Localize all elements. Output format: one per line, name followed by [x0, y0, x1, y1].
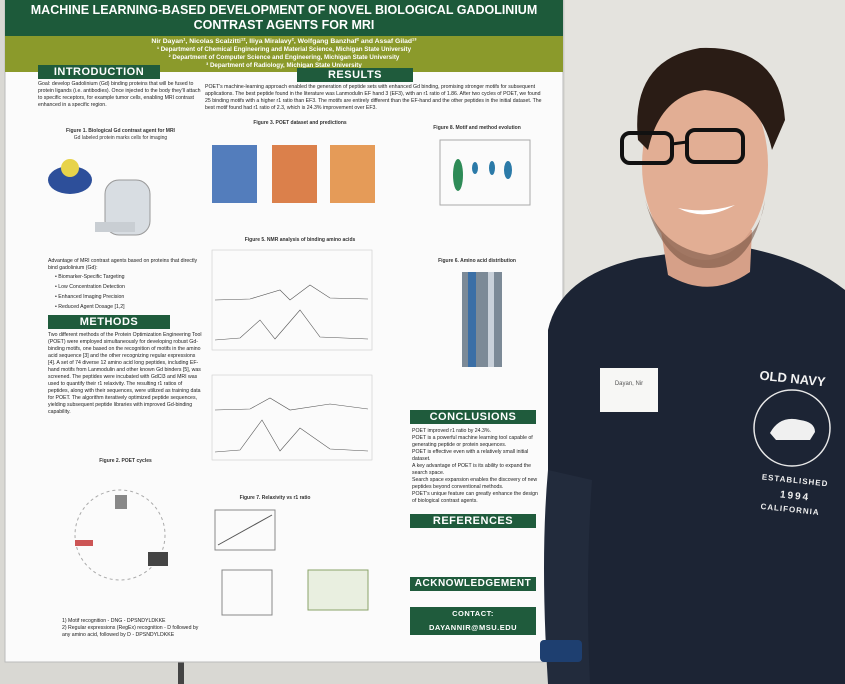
list-item: A key advantage of POET is its ability t… — [412, 463, 531, 477]
nmr-trace — [214, 284, 369, 301]
section-heading: RESULTS — [297, 68, 413, 82]
logo-ring — [753, 389, 831, 467]
heatmap-column — [468, 272, 476, 367]
section-heading: REFERENCES — [410, 514, 536, 528]
watch — [540, 640, 582, 662]
authors: Nir Dayan¹, Nicolas Scalzitti¹², Iliya M… — [151, 38, 417, 45]
person — [540, 47, 845, 684]
nmr-trace — [214, 309, 369, 341]
list-item: 1) Motif recognition - DNG - DPSNDYLDKKE — [62, 618, 166, 624]
results-text: POET's machine-learning approach enabled… — [205, 84, 542, 112]
table — [307, 569, 369, 611]
intro-text: Goal: develop Gadolinium (Gd) binding pr… — [38, 81, 201, 109]
list-item: Enhanced Imaging Precision — [55, 294, 195, 301]
arm — [544, 470, 592, 684]
glasses-right — [685, 128, 745, 164]
list-item: POET is effective even with a relatively… — [412, 449, 529, 463]
bar-panel — [330, 145, 375, 203]
violin — [504, 161, 512, 179]
computer-icon — [148, 552, 168, 566]
hair — [637, 47, 785, 151]
figure-caption: Figure 6. Amino acid distribution — [438, 258, 516, 264]
list-item: Reduced Agent Dosage [1,2] — [55, 304, 195, 311]
mri-bed — [95, 222, 135, 232]
glasses-bridge — [671, 140, 688, 146]
bar-panel — [272, 145, 317, 203]
logo-bear — [770, 418, 815, 440]
list-item: Biomarker-Specific Targeting — [55, 274, 195, 281]
figure-6 — [462, 272, 502, 367]
figure-caption: Figure 5. NMR analysis of binding amino … — [244, 237, 356, 243]
nmr-panel — [211, 249, 373, 351]
list-item: 2) Regular expressions (RegEx) recogniti… — [62, 625, 199, 639]
violin — [453, 159, 463, 191]
violin-plot — [439, 139, 531, 206]
violin — [472, 162, 478, 174]
list-item: POET is a powerful machine learning tool… — [412, 435, 533, 449]
figure-caption: Figure 7. Relaxivity vs r1 ratio — [239, 495, 311, 501]
sweatshirt — [548, 245, 845, 684]
cycle — [74, 489, 166, 581]
figure-8 — [439, 139, 531, 206]
advantage-text: Advantage of MRI contrast agents based o… — [48, 258, 198, 272]
list-item: ³ Department of Radiology, Michigan Stat… — [206, 61, 362, 69]
face — [642, 70, 768, 260]
methods-steps: 1) Motif recognition - DNG - DPSNDYLDKKE… — [62, 618, 202, 639]
smile — [678, 205, 735, 215]
list-item: Search space expansion enables the disco… — [412, 477, 538, 491]
section-heading: INTRODUCTION — [38, 65, 160, 79]
section-heading: ACKNOWLEDGEMENT — [410, 577, 536, 591]
mri-scanner — [104, 179, 151, 236]
sequence-icon — [75, 540, 93, 546]
figure-caption: Figure 2. POET cycles — [99, 458, 152, 464]
nmr-trace — [214, 419, 369, 453]
trend-line — [217, 514, 273, 546]
poster-stand — [178, 655, 184, 684]
violin — [489, 161, 495, 175]
affiliations: ¹ Department of Chemical Engineering and… — [20, 46, 548, 69]
glasses-left — [620, 131, 674, 165]
title-band — [5, 0, 563, 36]
list-item: Low Concentration Detection — [55, 284, 195, 291]
scatter-plot — [214, 509, 276, 551]
bar-panel — [212, 145, 257, 203]
beard — [645, 200, 765, 269]
methods-text: Two different methods of the Protein Opt… — [48, 332, 202, 416]
name-tag-card — [600, 368, 658, 412]
figure-caption: Figure 3. POET dataset and predictions — [253, 120, 347, 126]
figure-caption: Figure 1. Biological Gd contrast agent f… — [66, 128, 175, 134]
figure-5 — [211, 249, 373, 461]
mri-icon — [115, 495, 127, 509]
advantage-list: Biomarker-Specific Targeting Low Concentr… — [55, 274, 195, 314]
protein-label — [61, 159, 79, 177]
figure-caption: Figure 8. Motif and method evolution — [433, 125, 521, 131]
list-item: POET's unique feature can greatly enhanc… — [412, 491, 538, 505]
name-tag: Dayan, Nir — [614, 381, 644, 387]
list-item: ² Department of Computer Science and Eng… — [168, 53, 400, 61]
list-item: POET improved r1 ratio by 24.3%. — [412, 428, 491, 434]
figure-2 — [74, 489, 168, 581]
figure-7 — [214, 509, 369, 616]
section-heading: METHODS — [48, 315, 170, 329]
poster-title: MACHINE LEARNING-BASED DEVELOPMENT OF NO… — [30, 3, 538, 32]
heatmap-column — [488, 272, 494, 367]
nmr-trace — [214, 397, 369, 411]
receptor — [48, 166, 92, 194]
figure-1 — [48, 159, 151, 236]
contact: CONTACT: DAYANNIR@MSU.EDU — [410, 607, 536, 635]
list-item: ¹ Department of Chemical Engineering and… — [156, 46, 412, 53]
section-heading: CONCLUSIONS — [410, 410, 536, 424]
conclusions-list: POET improved r1 ratio by 24.3%. POET is … — [412, 428, 540, 505]
nmr-panel — [211, 374, 373, 461]
epr-plot — [221, 569, 273, 616]
figure-subcaption: Gd labeled protein marks cells for imagi… — [73, 135, 168, 141]
figure-3 — [212, 145, 375, 203]
